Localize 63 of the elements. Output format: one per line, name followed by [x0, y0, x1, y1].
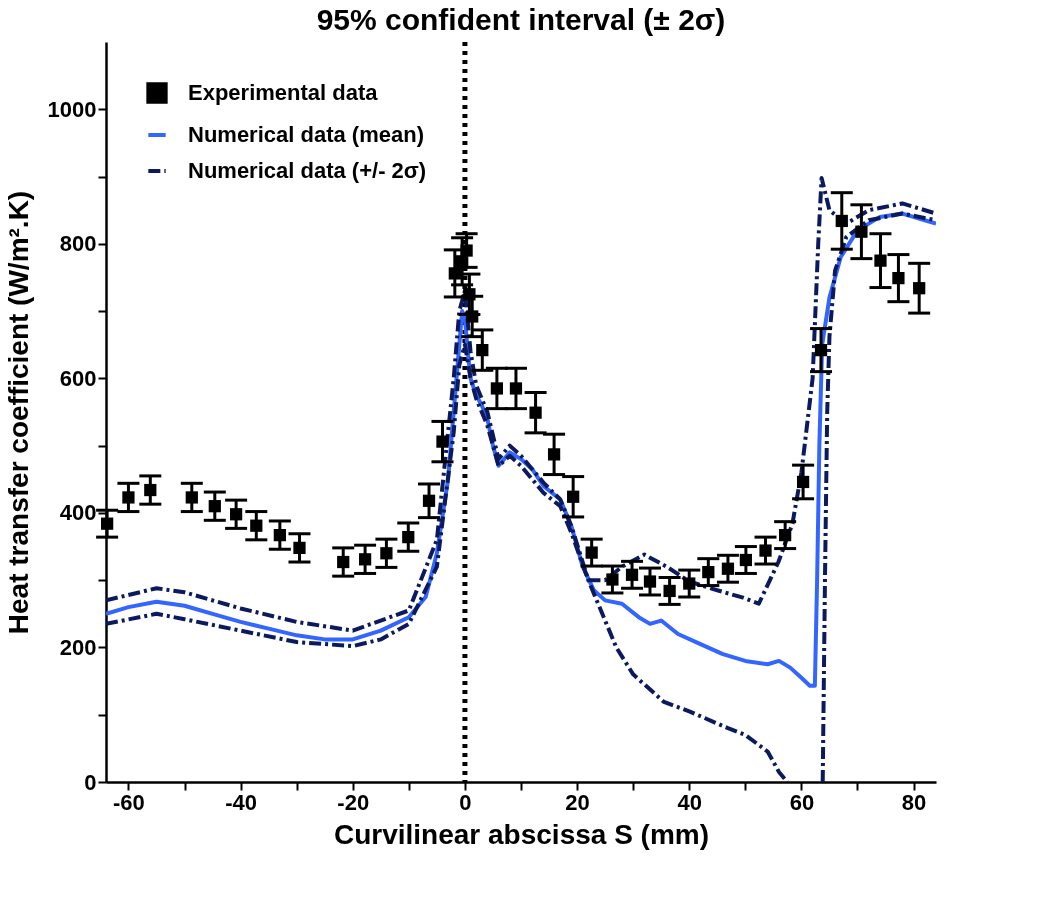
point	[547, 448, 561, 461]
point	[874, 254, 887, 267]
point	[663, 584, 676, 598]
point	[460, 244, 473, 257]
point	[683, 577, 696, 590]
x-tick-label: 80	[901, 789, 927, 815]
point	[337, 555, 350, 569]
point	[739, 553, 753, 567]
x-tick-label: -40	[225, 789, 257, 815]
point	[422, 494, 436, 507]
point	[229, 508, 243, 521]
point	[208, 500, 221, 513]
legend-label: Numerical data (+/- 2σ)	[188, 158, 427, 183]
y-tick-label: 400	[59, 500, 97, 526]
point	[490, 382, 504, 395]
legend-label: Experimental data	[188, 80, 379, 105]
x-tick-label: 20	[565, 789, 590, 815]
point	[643, 575, 657, 588]
y-tick-label: 1000	[47, 96, 97, 122]
y-tick-label: 200	[59, 634, 97, 660]
point	[529, 406, 542, 419]
point	[779, 528, 792, 542]
point	[358, 553, 372, 566]
point	[913, 282, 926, 295]
point	[273, 528, 286, 542]
x-tick-label: 60	[789, 789, 815, 815]
point	[606, 573, 619, 586]
point	[466, 310, 479, 323]
point	[476, 343, 489, 357]
point	[122, 491, 135, 504]
point	[892, 272, 905, 285]
point	[101, 517, 114, 530]
point	[380, 547, 393, 560]
point	[814, 343, 828, 357]
point	[293, 541, 306, 555]
x-tick-label: -20	[337, 789, 370, 815]
x-tick-label: 0	[459, 789, 472, 815]
point	[567, 490, 580, 503]
point	[835, 214, 848, 228]
point	[585, 546, 598, 559]
y-tick-label: 800	[59, 231, 97, 257]
point	[759, 544, 772, 557]
point	[402, 531, 415, 544]
point	[463, 288, 476, 301]
x-tick-label: 40	[677, 789, 702, 815]
point	[185, 491, 198, 504]
point	[144, 483, 157, 497]
legend-label: Numerical data (mean)	[188, 122, 424, 147]
point	[855, 225, 868, 238]
point	[702, 565, 715, 579]
y-tick-label: 600	[59, 365, 97, 391]
y-axis-title: Heat transfer coefficient (W/m².K)	[2, 190, 34, 635]
point	[436, 435, 449, 448]
y-tick-label: 0	[84, 769, 97, 795]
x-tick-label: -60	[113, 789, 145, 815]
point	[509, 382, 523, 395]
x-axis-title: Curvilinear abscissa S (mm)	[333, 818, 710, 850]
point	[721, 562, 735, 575]
point	[625, 568, 639, 581]
point	[448, 267, 461, 280]
point	[796, 475, 810, 489]
chart-title: 95% confident interval (± 2σ)	[316, 2, 726, 36]
point	[250, 519, 263, 532]
